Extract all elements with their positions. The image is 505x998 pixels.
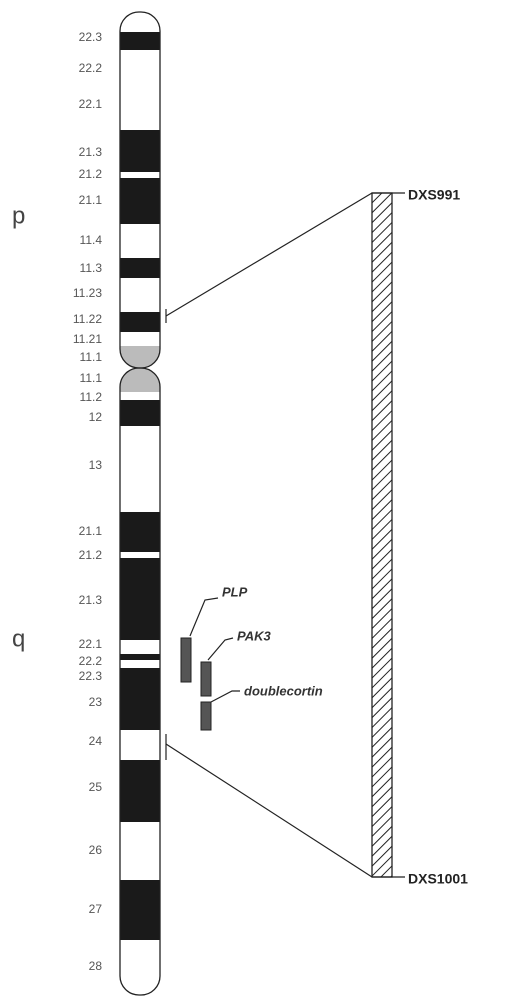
band-label: 11.1 <box>80 371 103 385</box>
band-label: 11.4 <box>80 233 103 247</box>
band-label: 21.2 <box>79 548 103 562</box>
band-label: 12 <box>89 410 103 424</box>
band-label: 22.1 <box>79 97 103 111</box>
band-label: 21.2 <box>79 167 103 181</box>
band-label: 28 <box>89 959 103 973</box>
band-labels: 22.322.222.121.321.221.111.411.311.2311.… <box>73 30 102 973</box>
gene-label: doublecortin <box>244 683 323 698</box>
arm-label: q <box>12 625 25 652</box>
band-label: 22.3 <box>79 669 103 683</box>
chromosome-outline <box>119 11 161 996</box>
band-label: 21.1 <box>79 193 103 207</box>
marker-label: DXS991 <box>408 187 460 203</box>
band-label: 22.3 <box>79 30 103 44</box>
gene-box <box>180 637 192 683</box>
gene-label: PAK3 <box>237 628 271 643</box>
band-label: 24 <box>89 734 103 748</box>
chromosome-bands <box>120 12 160 995</box>
band-label: 11.2 <box>80 390 103 404</box>
band-label: 13 <box>89 458 103 472</box>
band-label: 23 <box>89 695 103 709</box>
band-label: 11.1 <box>80 350 103 364</box>
band-label: 25 <box>89 780 103 794</box>
band-label: 22.1 <box>79 637 103 651</box>
band-label: 11.23 <box>73 286 102 300</box>
band-label: 26 <box>89 843 103 857</box>
band-label: 21.3 <box>79 145 103 159</box>
gene-box <box>200 661 212 697</box>
arm-label: p <box>12 202 25 229</box>
band-label: 11.3 <box>80 261 103 275</box>
deletion-region <box>371 192 393 878</box>
connector-lines <box>165 192 405 878</box>
gene-label: PLP <box>222 584 248 599</box>
band-label: 11.22 <box>73 312 102 326</box>
band-label: 11.21 <box>73 332 102 346</box>
band-label: 21.1 <box>79 524 103 538</box>
marker-label: DXS1001 <box>408 871 468 887</box>
band-label: 27 <box>89 902 103 916</box>
band-label: 22.2 <box>79 61 103 75</box>
gene-box <box>200 701 212 731</box>
band-label: 22.2 <box>79 654 103 668</box>
band-label: 21.3 <box>79 593 103 607</box>
